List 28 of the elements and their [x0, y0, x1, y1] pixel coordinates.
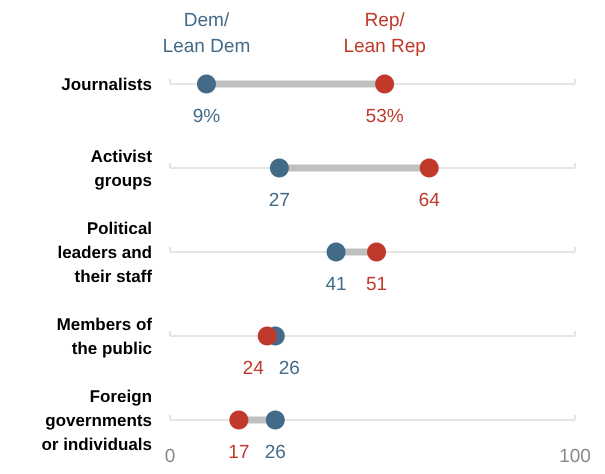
data-label: 26	[278, 358, 300, 379]
point	[270, 158, 289, 178]
point	[266, 410, 285, 430]
data-label: 51	[366, 274, 388, 295]
y-tick-label: Foreign governments or individuals	[41, 387, 152, 454]
data-label: 53%	[366, 106, 404, 127]
point	[420, 158, 439, 178]
data-label: 64	[418, 190, 440, 211]
point	[258, 326, 277, 346]
y-tick-label: Journalists	[61, 75, 152, 94]
text: Dem/ Lean Dem	[162, 10, 250, 57]
data-label: 17	[228, 442, 250, 463]
y-tick-label: Activist groups	[90, 147, 152, 190]
text: Rep/ Lean Rep	[343, 10, 426, 57]
point	[196, 74, 216, 94]
point	[326, 242, 346, 262]
point	[229, 410, 248, 430]
y-tick-label: Political leaders and their staff	[58, 219, 152, 286]
x-tick-label: 0	[164, 446, 176, 467]
data-label: 24	[242, 358, 264, 379]
point	[367, 242, 386, 262]
data-label: 41	[325, 274, 347, 295]
data-label: 27	[268, 190, 290, 211]
point	[375, 74, 394, 94]
data-label: 9%	[192, 106, 220, 127]
data-label: 26	[264, 442, 286, 463]
y-tick-label: Members of the public	[56, 315, 152, 358]
x-tick-label: 100	[559, 446, 591, 467]
